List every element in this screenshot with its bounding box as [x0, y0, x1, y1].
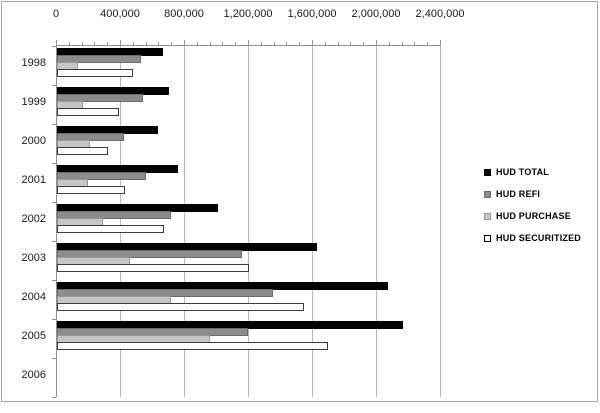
y-axis-category-label: 2000 — [21, 135, 46, 147]
legend-swatch-hud-purchase — [484, 212, 491, 220]
x-axis-minor-tick — [68, 42, 70, 46]
x-axis-minor-tick — [337, 42, 339, 46]
x-axis-minor-tick — [324, 42, 326, 46]
gridline — [248, 46, 249, 397]
legend-label: HUD SECURITIZED — [496, 233, 582, 243]
bar-hud-securitized-1998 — [57, 69, 133, 77]
bar-hud-securitized-2001 — [57, 186, 125, 194]
legend-item-hud-total: HUD TOTAL — [484, 161, 581, 183]
y-axis-tick — [52, 85, 56, 86]
bar-hud-refi-2000 — [57, 133, 124, 141]
legend-swatch-hud-total — [484, 168, 491, 176]
x-axis-minor-tick — [388, 42, 390, 46]
x-axis-minor-tick — [196, 42, 198, 46]
x-axis-minor-tick — [414, 42, 416, 46]
gridline — [312, 46, 313, 397]
x-axis-minor-tick — [299, 42, 301, 46]
x-axis-minor-tick — [260, 42, 262, 46]
y-axis-tick — [52, 46, 56, 47]
legend-item-hud-refi: HUD REFI — [484, 183, 581, 205]
bar-hud-securitized-1999 — [57, 108, 119, 116]
bar-hud-refi-2003 — [57, 250, 242, 258]
bar-hud-refi-1998 — [57, 55, 141, 63]
y-axis-line — [56, 46, 57, 397]
x-axis-minor-tick — [401, 42, 403, 46]
x-axis-major-tick — [248, 40, 249, 46]
y-axis-tick — [52, 319, 56, 320]
x-axis-major-tick — [184, 40, 185, 46]
x-axis-major-tick — [376, 40, 377, 46]
legend-swatch-hud-refi — [484, 190, 491, 198]
bar-hud-refi-1999 — [57, 94, 143, 102]
x-axis-major-tick — [56, 40, 57, 46]
x-axis-tick-label: 800,000 — [164, 8, 204, 20]
chart-frame — [1, 1, 598, 402]
x-axis-minor-tick — [158, 42, 160, 46]
x-axis-minor-tick — [171, 42, 173, 46]
bar-hud-securitized-2004 — [57, 303, 304, 311]
x-axis-minor-tick — [132, 42, 134, 46]
x-axis-major-tick — [312, 40, 313, 46]
legend-label: HUD REFI — [496, 189, 541, 199]
x-axis-minor-tick — [209, 42, 211, 46]
x-axis-minor-tick — [235, 42, 237, 46]
x-axis-minor-tick — [145, 42, 147, 46]
gridline — [120, 46, 121, 397]
x-axis-minor-tick — [427, 42, 429, 46]
y-axis-tick — [52, 358, 56, 359]
y-axis-category-label: 2005 — [21, 330, 46, 342]
bar-hud-securitized-2005 — [57, 342, 328, 350]
gridline — [184, 46, 185, 397]
legend-swatch-hud-securitized — [484, 234, 491, 242]
x-axis-minor-tick — [286, 42, 288, 46]
x-axis-minor-tick — [350, 42, 352, 46]
bar-hud-securitized-2000 — [57, 147, 108, 155]
y-axis-category-label: 2001 — [21, 174, 46, 186]
x-axis-tick-label: 400,000 — [100, 8, 140, 20]
legend-item-hud-securitized: HUD SECURITIZED — [484, 227, 581, 249]
y-axis-category-label: 1998 — [21, 57, 46, 69]
x-axis-minor-tick — [94, 42, 96, 46]
y-axis-category-label: 2006 — [21, 369, 46, 381]
bar-hud-securitized-2003 — [57, 264, 249, 272]
legend-label: HUD TOTAL — [496, 167, 549, 177]
legend-label: HUD PURCHASE — [496, 211, 571, 221]
y-axis-tick — [52, 241, 56, 242]
y-axis-tick — [52, 397, 56, 398]
legend: HUD TOTAL HUD REFI HUD PURCHASE HUD SECURIT… — [484, 161, 581, 249]
y-axis-tick — [52, 163, 56, 164]
x-axis-minor-tick — [273, 42, 275, 46]
bar-hud-securitized-2002 — [57, 225, 164, 233]
y-axis-category-label: 1999 — [21, 96, 46, 108]
x-axis-major-tick — [440, 40, 441, 46]
x-axis-minor-tick — [107, 42, 109, 46]
x-axis-tick-label: 2,000,000 — [351, 8, 401, 20]
legend-item-hud-purchase: HUD PURCHASE — [484, 205, 581, 227]
y-axis-tick — [52, 280, 56, 281]
x-axis-tick-label: 1,200,000 — [223, 8, 273, 20]
bar-hud-refi-2001 — [57, 172, 146, 180]
x-axis-minor-tick — [222, 42, 224, 46]
x-axis-major-tick — [120, 40, 121, 46]
x-axis-tick-label: 0 — [52, 8, 60, 20]
y-axis-tick — [52, 202, 56, 203]
x-axis-minor-tick — [81, 42, 83, 46]
x-axis-tick-label: 2,400,000 — [415, 8, 465, 20]
y-axis-category-label: 2004 — [21, 291, 46, 303]
x-axis-tick-label: 1,600,000 — [287, 8, 337, 20]
y-axis-tick — [52, 124, 56, 125]
gridline — [376, 46, 377, 397]
x-axis-minor-tick — [363, 42, 365, 46]
y-axis-category-label: 2003 — [21, 252, 46, 264]
y-axis-category-label: 2002 — [21, 213, 46, 225]
gridline — [440, 46, 441, 397]
bar-hud-refi-2002 — [57, 211, 171, 219]
